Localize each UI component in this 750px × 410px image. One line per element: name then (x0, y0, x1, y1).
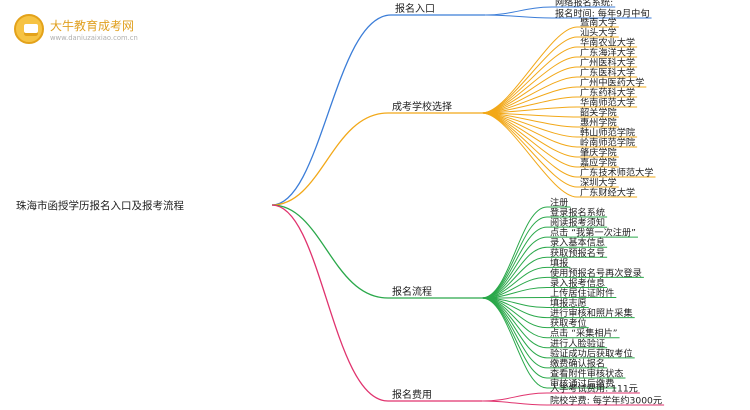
leaf-connector (484, 6, 553, 16)
leaf-node-label: 录入基本信息 (550, 237, 605, 249)
leaf-node-label: 获取考位 (550, 317, 587, 329)
branch-connector (271, 204, 389, 402)
leaf-connector (481, 112, 578, 168)
leaf-node-label: 广东医科大学 (580, 67, 635, 79)
leaf-node-label: 惠州学院 (580, 117, 617, 129)
leaf-node-label: 汕头大学 (580, 27, 617, 39)
leaf-node-label: 验证成功后获取考位 (550, 347, 633, 359)
leaf-node-label: 暨南大学 (580, 17, 617, 29)
leaf-node-label: 点击 “采集相片” (550, 327, 618, 339)
leaf-connector (481, 297, 548, 299)
root-node-label: 珠海市函授学历报名入口及报考流程 (16, 199, 184, 212)
leaf-node-label: 嘉应学院 (580, 157, 617, 169)
logo-url: www.daniuzaixiao.com.cn (50, 34, 138, 42)
leaf-node-label: 岭南师范学院 (580, 137, 635, 149)
leaf-node-label: 华南农业大学 (580, 37, 635, 49)
book-icon (24, 24, 38, 36)
leaf-node-label: 入学考试费用: 111元 (550, 383, 638, 395)
leaf-node-label: 院校学费: 每学年约3000元 (550, 395, 662, 407)
leaf-node-label: 进行人脸验证 (550, 337, 605, 349)
branch-label: 成考学校选择 (392, 100, 452, 113)
leaf-connector (481, 246, 548, 299)
leaf-node-label: 注册 (550, 197, 568, 209)
leaf-connector (481, 236, 548, 299)
leaf-connector (481, 112, 578, 198)
leaf-node-label: 登录报名系统 (550, 207, 605, 219)
leaf-node-label: 获取预报名号 (550, 247, 605, 259)
leaf-connector (481, 112, 578, 188)
leaf-connector (481, 216, 548, 299)
leaf-node-label: 韩山师范学院 (580, 127, 635, 139)
mind-map-edges (271, 6, 665, 406)
leaf-node-label: 华南师范大学 (580, 97, 635, 109)
leaf-node-label: 广东海洋大学 (580, 47, 635, 59)
leaf-connector (481, 46, 578, 114)
branch-label: 报名费用 (392, 388, 432, 401)
branch-label: 报名流程 (392, 285, 432, 298)
branch-connector (271, 112, 389, 206)
leaf-node-label: 广州中医药大学 (580, 77, 644, 89)
leaf-node-label: 填报志愿 (550, 297, 587, 309)
leaf-node-label: 填报 (550, 257, 568, 269)
branch-connector (271, 14, 392, 206)
leaf-node-label: 广东药科大学 (580, 87, 635, 99)
leaf-node-label: 使用预报名号再次登录 (550, 267, 642, 279)
leaf-connector (481, 297, 548, 389)
leaf-node-label: 进行审核和照片采集 (550, 307, 633, 319)
leaf-node-label: 深圳大学 (580, 177, 617, 189)
leaf-node-label: 网络报名系统: (555, 0, 613, 9)
leaf-connector (481, 226, 548, 299)
leaf-node-label: 报名时间: 每年9月中旬 (555, 8, 650, 20)
leaf-connector (484, 14, 553, 19)
leaf-node-label: 广东财经大学 (580, 187, 635, 199)
leaf-node-label: 录入报考信息 (550, 277, 605, 289)
branch-connector (271, 204, 389, 299)
leaf-connector (481, 297, 548, 379)
leaf-node-label: 审核通过后缴费 (550, 378, 614, 390)
leaf-connector (481, 297, 548, 349)
leaf-connector (481, 26, 578, 114)
site-logo[interactable]: 大牛教育成考网 www.daniuzaixiao.com.cn (14, 14, 184, 48)
leaf-connector (481, 36, 578, 114)
leaf-node-label: 广东技术师范大学 (580, 167, 654, 179)
logo-name: 大牛教育成考网 (50, 19, 135, 33)
leaf-node-label: 缴费确认报名 (550, 357, 605, 369)
leaf-connector (481, 206, 548, 299)
leaf-node-label: 广州医科大学 (580, 57, 635, 69)
leaf-connector (481, 66, 578, 114)
leaf-node-label: 查看附件审核状态 (550, 367, 624, 379)
branch-label: 报名入口 (395, 2, 435, 15)
leaf-node-label: 上传居住证附件 (550, 287, 614, 299)
leaf-connector (481, 392, 548, 402)
mind-map-nodes: 珠海市函授学历报名入口及报考流程 报名入口 网络报名系统:报名时间: 每年9月中旬成… (16, 0, 662, 407)
leaf-node-label: 韶关学院 (580, 107, 617, 119)
leaf-connector (481, 400, 548, 406)
leaf-connector (481, 297, 548, 369)
book-badge-icon (14, 14, 44, 44)
leaf-node-label: 肇庆学院 (580, 147, 617, 159)
leaf-node-label: 阅读报考须知 (550, 217, 605, 229)
leaf-node-label: 点击 “我第一次注册” (550, 227, 636, 239)
